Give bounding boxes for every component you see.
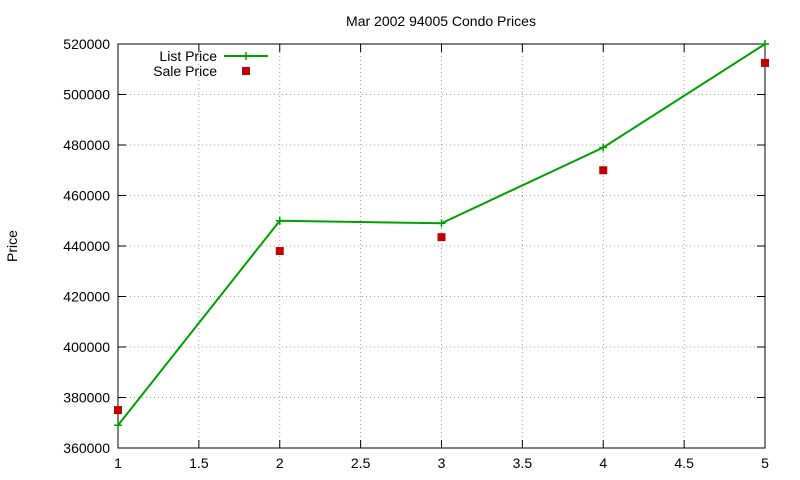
y-tick-label: 520000 bbox=[63, 36, 110, 52]
y-tick-label: 440000 bbox=[63, 238, 110, 254]
y-tick-label: 360000 bbox=[63, 440, 110, 456]
data-point-square bbox=[599, 166, 608, 175]
data-point-plus bbox=[437, 219, 446, 228]
legend-plus-marker bbox=[242, 52, 250, 60]
data-point-square bbox=[275, 247, 284, 256]
x-tick-label: 5 bbox=[761, 455, 769, 471]
x-tick-label: 4 bbox=[599, 455, 607, 471]
legend-label: List Price bbox=[159, 48, 217, 64]
x-tick-label: 1.5 bbox=[189, 455, 209, 471]
data-point-plus bbox=[275, 216, 284, 225]
data-point-square bbox=[761, 58, 769, 67]
y-tick-label: 420000 bbox=[63, 289, 110, 305]
legend-square-marker bbox=[242, 67, 250, 75]
x-tick-label: 4.5 bbox=[674, 455, 694, 471]
x-tick-label: 3 bbox=[438, 455, 446, 471]
legend-label: Sale Price bbox=[153, 63, 217, 79]
x-tick-label: 2.5 bbox=[351, 455, 371, 471]
grid bbox=[118, 44, 765, 448]
y-axis-label: Price bbox=[4, 230, 20, 262]
axis-ticks: 1 1.5 2 2.5 3 3.5 4 4.5 5 360000 380000 400000 42000… bbox=[63, 36, 769, 471]
series-layer bbox=[114, 40, 769, 430]
x-tick-label: 2 bbox=[276, 455, 284, 471]
data-point-plus bbox=[114, 421, 122, 430]
y-tick-label: 400000 bbox=[63, 339, 110, 355]
data-point-square bbox=[114, 406, 122, 415]
y-tick-label: 480000 bbox=[63, 137, 110, 153]
data-point-plus bbox=[599, 143, 608, 152]
series-sale-price bbox=[114, 58, 769, 415]
x-tick-label: 1 bbox=[114, 455, 122, 471]
y-tick-label: 500000 bbox=[63, 87, 110, 103]
x-tick-label: 3.5 bbox=[513, 455, 533, 471]
chart-title: Mar 2002 94005 Condo Prices bbox=[346, 13, 536, 29]
data-point-plus bbox=[761, 40, 769, 48]
data-point-square bbox=[437, 233, 446, 242]
series-list-price bbox=[114, 40, 769, 430]
y-tick-label: 380000 bbox=[63, 390, 110, 406]
y-tick-label: 460000 bbox=[63, 188, 110, 204]
